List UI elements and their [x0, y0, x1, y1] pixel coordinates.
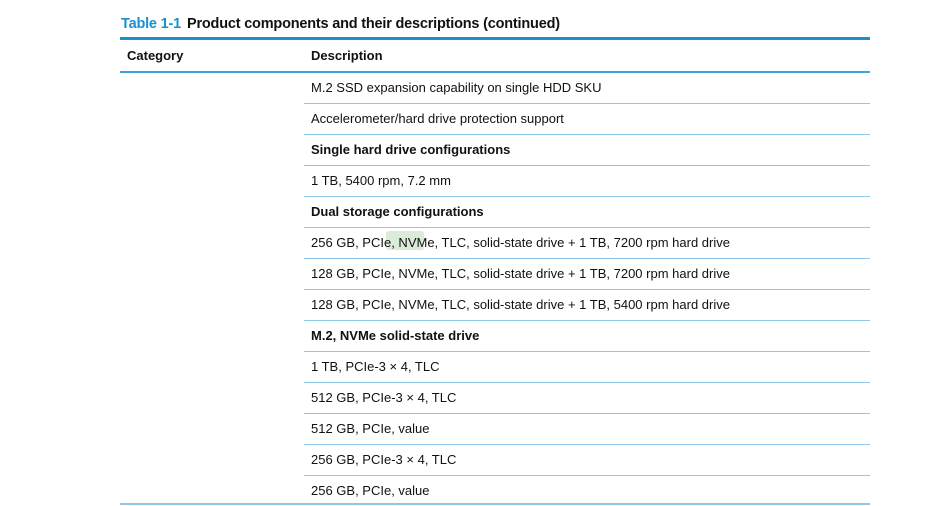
table-subheading-row: M.2, NVMe solid-state drive	[304, 321, 870, 352]
table-body: M.2 SSD expansion capability on single H…	[304, 73, 870, 506]
table-row: 512 GB, PCIe-3 × 4, TLC	[304, 383, 870, 414]
table-row: M.2 SSD expansion capability on single H…	[304, 73, 870, 104]
table-top-rule	[120, 37, 870, 40]
text-selection-highlight	[386, 231, 424, 250]
table-row: 1 TB, 5400 rpm, 7.2 mm	[304, 166, 870, 197]
header-rule	[120, 71, 870, 73]
table-subheading-row: Dual storage configurations	[304, 197, 870, 228]
table-row: 512 GB, PCIe, value	[304, 414, 870, 445]
table-row: 256 GB, PCIe-3 × 4, TLC	[304, 445, 870, 476]
table-row: Accelerometer/hard drive protection supp…	[304, 104, 870, 135]
table-subheading-row: Single hard drive configurations	[304, 135, 870, 166]
table-row: 1 TB, PCIe-3 × 4, TLC	[304, 352, 870, 383]
table-number: Table 1-1	[121, 16, 181, 32]
table-row: 128 GB, PCIe, NVMe, TLC, solid-state dri…	[304, 259, 870, 290]
table-row: 128 GB, PCIe, NVMe, TLC, solid-state dri…	[304, 290, 870, 321]
table-bottom-rule	[120, 503, 870, 505]
table-row: 256 GB, PCIe, NVMe, TLC, solid-state dri…	[304, 228, 870, 259]
table-title: Product components and their description…	[186, 16, 560, 32]
table-caption: Table 1-1 Product components and their de…	[121, 16, 560, 32]
column-header-description: Description	[311, 48, 383, 63]
table-row: 256 GB, PCIe, value	[311, 483, 430, 498]
column-header-category: Category	[127, 48, 184, 63]
